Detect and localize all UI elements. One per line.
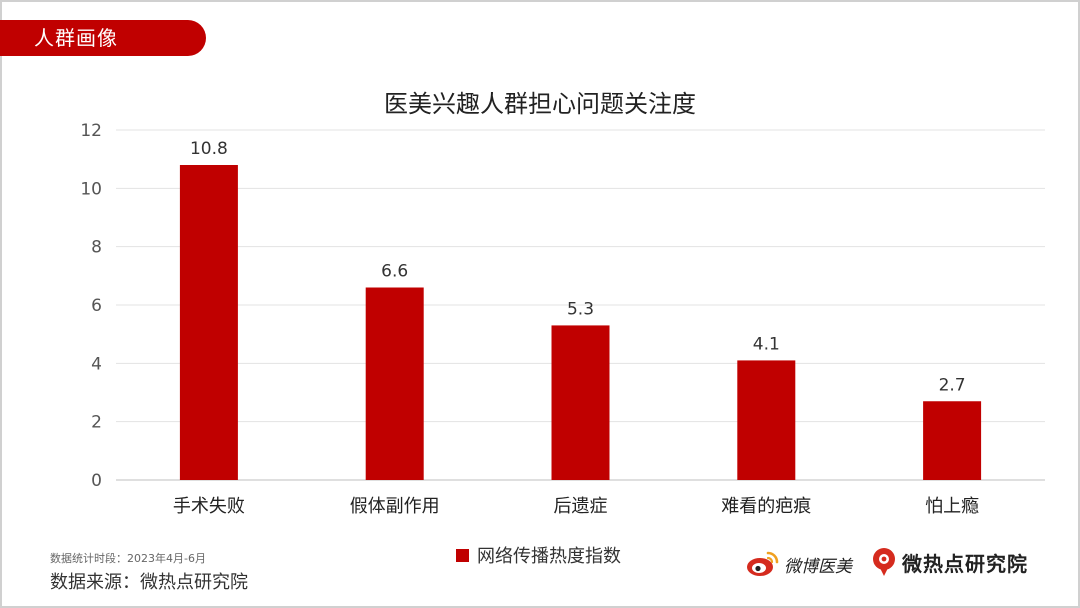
x-tick-label: 手术失败 (173, 496, 245, 517)
y-tick-label: 0 (91, 471, 102, 491)
x-tick-label: 难看的疤痕 (721, 496, 811, 517)
y-tick-label: 2 (91, 413, 102, 433)
bar (737, 360, 796, 480)
x-tick-label: 后遗症 (554, 496, 608, 517)
bar (179, 165, 238, 480)
data-label: 4.1 (753, 334, 780, 354)
bar (923, 401, 982, 480)
legend-swatch (456, 548, 469, 562)
x-tick-label: 怕上瘾 (925, 496, 979, 517)
data-period-note: 数据统计时段：2023年4月-6月 (50, 552, 206, 565)
bar (551, 325, 610, 480)
weibo-medical-logo: 微博医美 (746, 550, 852, 578)
research-institute-icon (873, 548, 895, 576)
legend-label: 网络传播热度指数 (477, 546, 621, 567)
data-source: 数据来源：微热点研究院 (50, 572, 248, 593)
y-tick-label: 12 (80, 121, 102, 141)
research-institute-logo: 微热点研究院 (870, 547, 1028, 577)
weibo-medical-text: 微博医美 (784, 556, 852, 577)
y-tick-label: 10 (80, 179, 102, 199)
section-tab: 人群画像 (0, 20, 206, 56)
y-tick-label: 4 (91, 354, 102, 374)
weibo-icon (747, 551, 779, 576)
x-tick-label: 假体副作用 (350, 496, 440, 517)
chart-title: 医美兴趣人群担心问题关注度 (384, 90, 696, 118)
data-label: 5.3 (567, 299, 594, 319)
data-label: 10.8 (190, 139, 228, 159)
research-institute-text: 微热点研究院 (902, 551, 1028, 576)
y-tick-label: 6 (91, 296, 102, 316)
data-label: 6.6 (381, 262, 408, 282)
data-label: 2.7 (939, 375, 966, 395)
legend: 网络传播热度指数 (456, 542, 621, 568)
bar (365, 287, 424, 480)
y-tick-label: 8 (91, 238, 102, 258)
